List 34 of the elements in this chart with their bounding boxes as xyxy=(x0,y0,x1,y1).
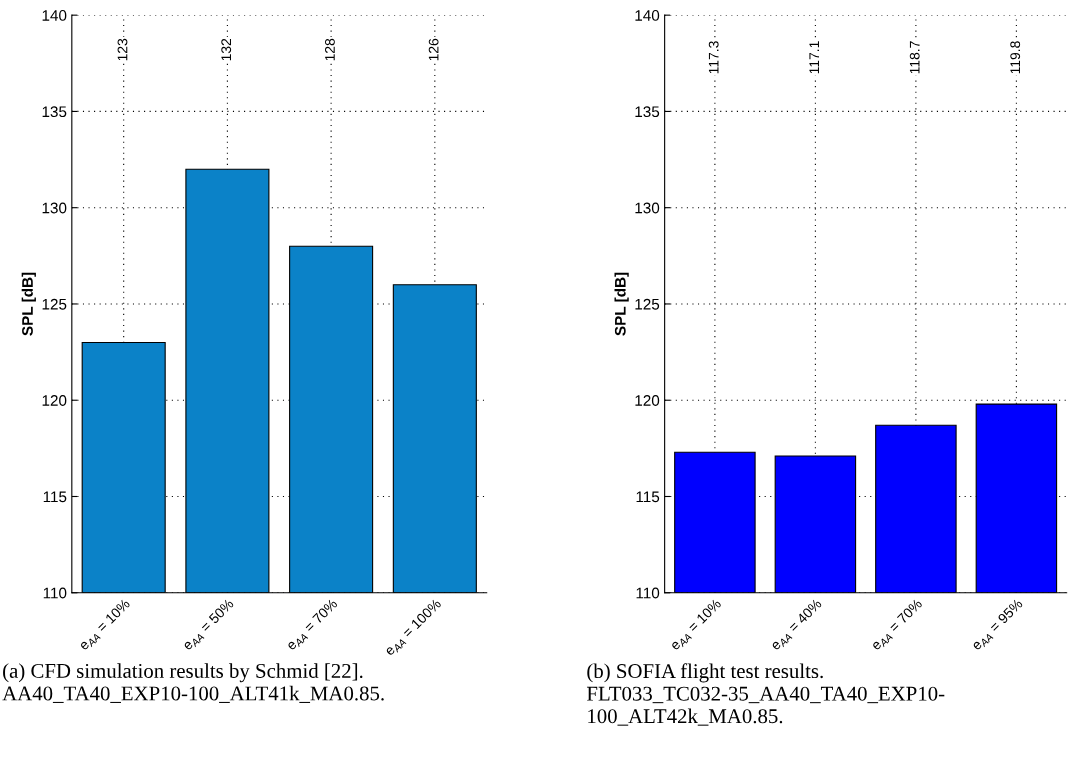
y-tick-label: 110 xyxy=(43,587,67,599)
y-tick-label: 120 xyxy=(635,395,660,406)
x-tick-label: e$_{AA}$ = 70% xyxy=(285,598,340,653)
annotation: 123 xyxy=(117,38,128,61)
x-tick-label: e$_{AA}$ = 100% xyxy=(383,598,444,658)
x-tick-label: e$_{AA}$ = 50% xyxy=(181,598,236,653)
text: (a) CFD simulation results by Schmid [22]. AA40_TA40_EXP10-100_ALT41k_MA0.85. xyxy=(2,663,384,703)
y-tick-label: 125 xyxy=(635,298,660,310)
x-tick-label: e$_{AA}$ = 95% xyxy=(970,598,1025,653)
y-axis-title: SPL [dB] xyxy=(21,272,36,336)
text: (b) SOFIA flight test results. FLT033_TC032-35_AA40_TA40_EXP10- 100_ALT42k_MA0.85. xyxy=(586,663,945,726)
y-tick-label: 130 xyxy=(635,202,660,214)
y-axis-title: SPL [dB] xyxy=(614,272,629,336)
x-tick-label: e$_{AA}$ = 10% xyxy=(669,598,724,653)
annotation: 128 xyxy=(325,38,335,61)
y-tick-label: 135 xyxy=(635,106,660,118)
y-tick-label: 140 xyxy=(635,10,660,21)
annotation: 119.8 xyxy=(1010,41,1021,74)
x-tick-label: e$_{AA}$ = 10% xyxy=(78,598,132,653)
y-tick-label: 135 xyxy=(42,106,67,118)
annotation: 132 xyxy=(221,38,232,61)
y-tick-label: 120 xyxy=(42,395,67,406)
annotation: 118.7 xyxy=(909,41,920,74)
x-tick-label: e$_{AA}$ = 40% xyxy=(769,598,824,653)
annotation: 126 xyxy=(428,38,439,61)
y-tick-label: 110 xyxy=(636,587,660,599)
y-tick-label: 115 xyxy=(636,491,660,503)
x-tick-label: e$_{AA}$ = 70% xyxy=(870,598,925,653)
y-tick-label: 115 xyxy=(43,491,67,503)
annotation: 117.3 xyxy=(708,41,719,74)
annotation: 117.1 xyxy=(809,41,819,74)
y-tick-label: 125 xyxy=(42,298,67,310)
y-tick-label: 140 xyxy=(42,10,67,21)
y-tick-label: 130 xyxy=(42,202,67,214)
